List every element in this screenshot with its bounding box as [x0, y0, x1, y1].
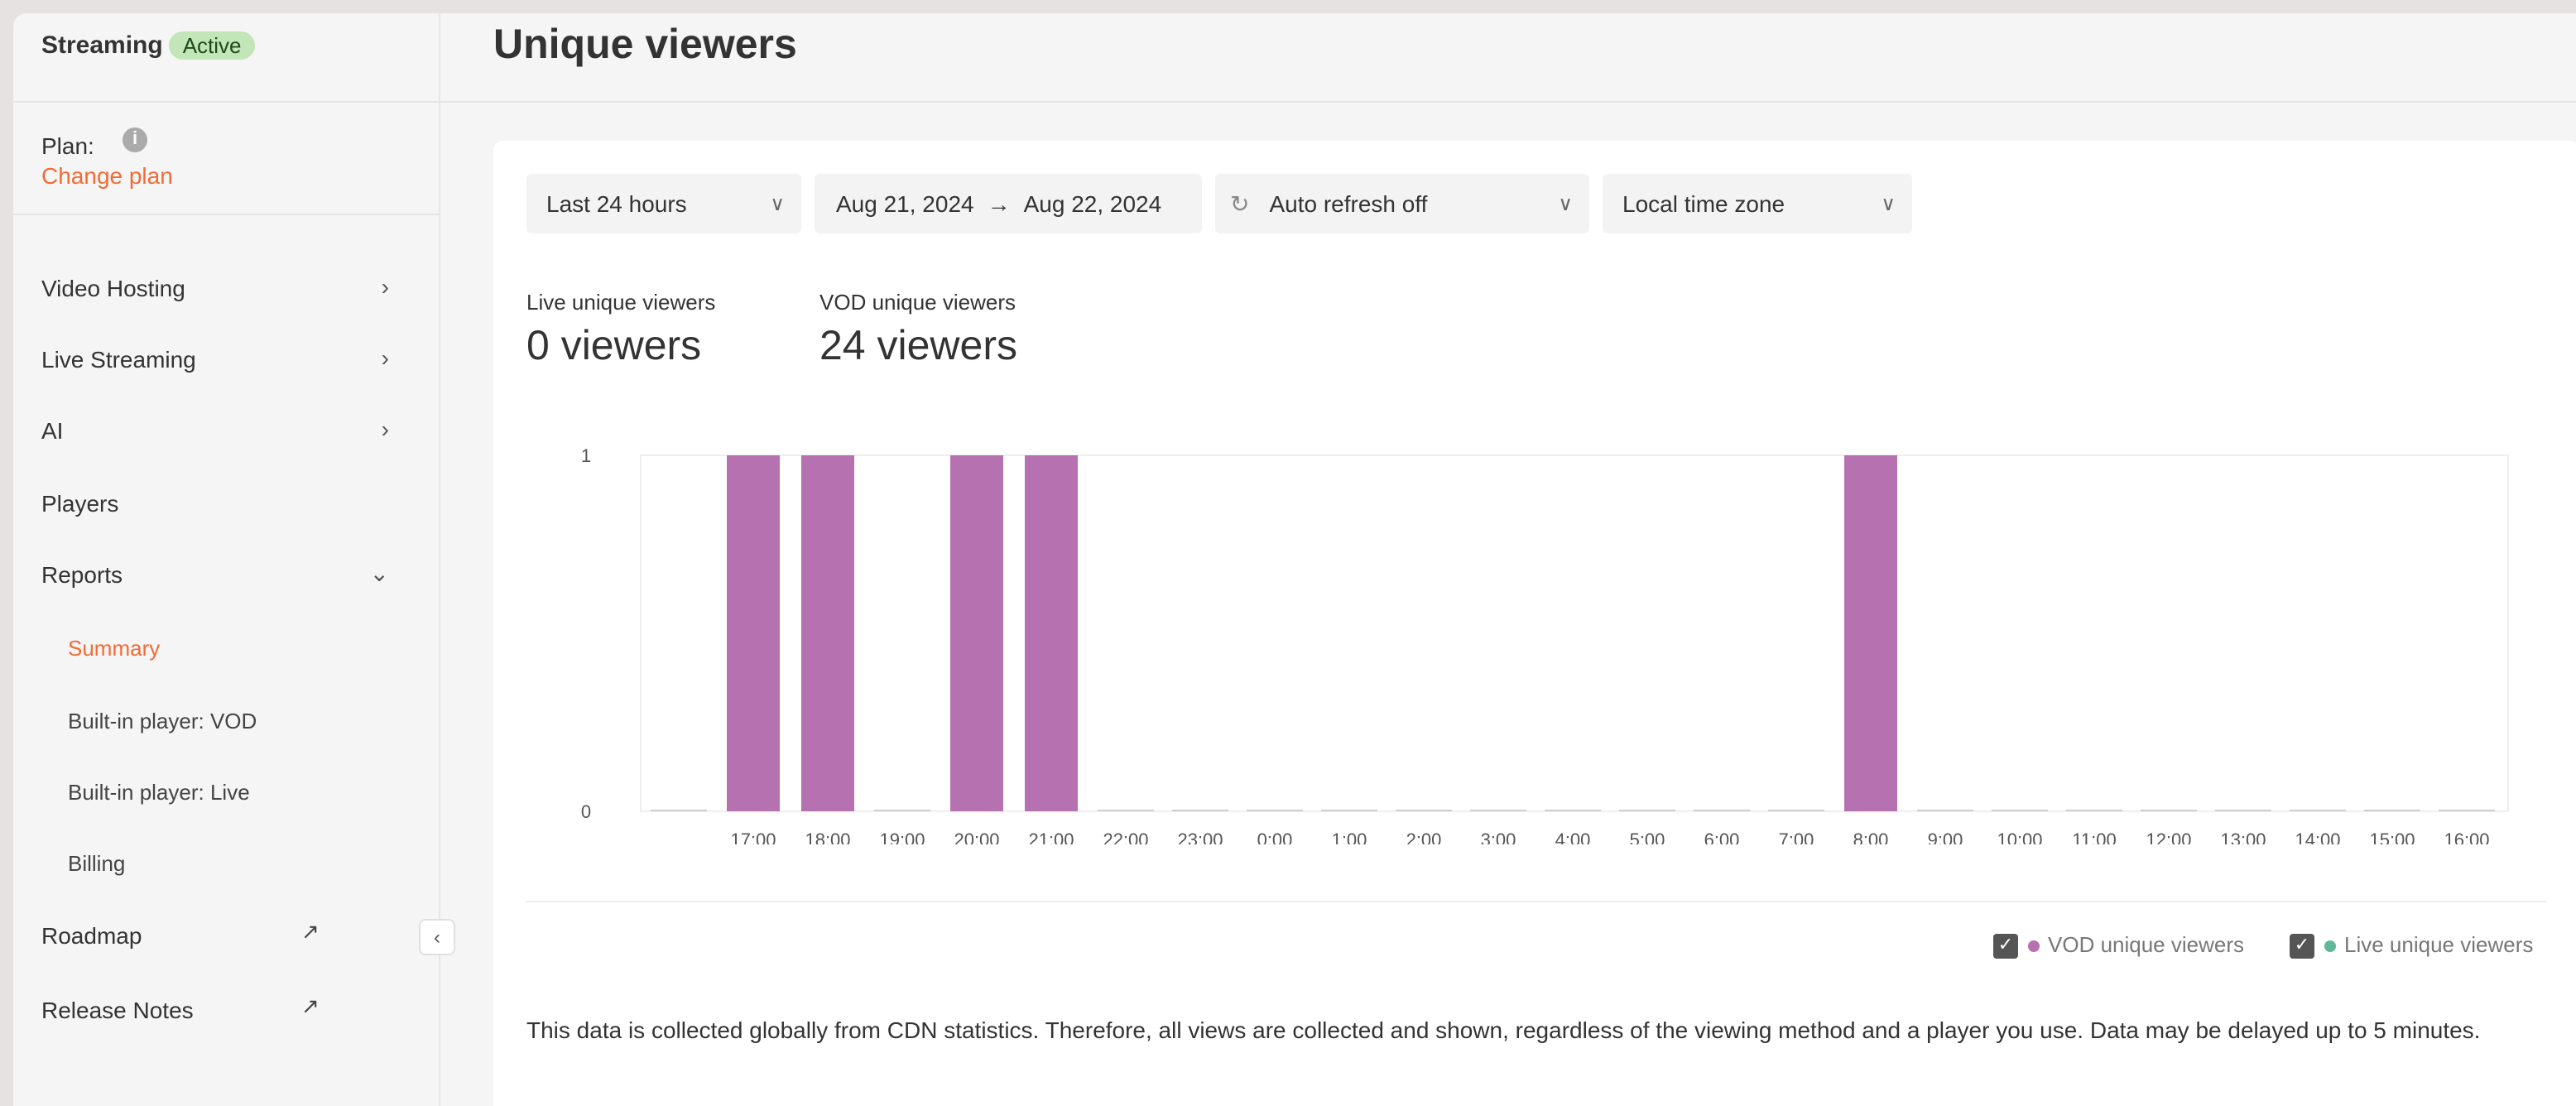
sidebar-subitem-billing[interactable]: Billing [68, 851, 126, 876]
status-badge: Active [169, 31, 255, 60]
sidebar-link-release-notes[interactable]: Release Notes [41, 997, 389, 1023]
bar [950, 455, 1003, 811]
sidebar-item-label: Players [41, 490, 119, 517]
x-tick-label: 7:00 [1779, 830, 1814, 844]
sidebar-link-roadmap[interactable]: Roadmap [41, 922, 389, 949]
checkbox-checked-icon[interactable]: ✓ [1993, 934, 2018, 959]
product-header: Streaming Active [41, 31, 255, 60]
divider [526, 901, 2546, 902]
timezone-value: Local time zone [1622, 190, 1785, 217]
live-dot-icon [2324, 940, 2336, 953]
info-icon[interactable]: i [123, 127, 147, 152]
data-note: This data is collected globally from CDN… [526, 1017, 2481, 1043]
x-tick-label: 19:00 [879, 830, 925, 844]
x-tick-label: 8:00 [1853, 830, 1889, 844]
product-name: Streaming [41, 31, 163, 60]
chevron-right-icon: › [381, 273, 389, 300]
sidebar-subitem-live[interactable]: Built-in player: Live [68, 780, 250, 805]
chevron-down-icon: ⌄ [369, 560, 389, 586]
live-viewers-value: 0 viewers [526, 323, 702, 369]
y-tick-label: 1 [581, 445, 591, 466]
legend-label: Live unique viewers [2344, 932, 2534, 957]
auto-refresh-value: Auto refresh off [1269, 190, 1428, 217]
chevron-down-icon: ∨ [1881, 192, 1896, 215]
sidebar-subitem-vod[interactable]: Built-in player: VOD [68, 709, 257, 733]
sidebar-item-label: AI [41, 417, 64, 444]
x-tick-label: 1:00 [1332, 830, 1367, 844]
x-tick-label: 17:00 [730, 830, 776, 844]
date-to: Aug 22, 2024 [1023, 190, 1162, 217]
report-card: Last 24 hours ∨ Aug 21, 2024 → Aug 22, 2024… [493, 141, 2576, 1106]
external-link-icon: ↗ [301, 919, 320, 944]
x-tick-label: 9:00 [1928, 830, 1963, 844]
x-tick-label: 2:00 [1406, 830, 1442, 844]
sidebar-item-label: Release Notes [41, 997, 194, 1023]
bar [801, 455, 854, 811]
sidebar: Streaming Active Plan: Change plan i Vide… [13, 13, 440, 1106]
x-tick-label: 0:00 [1257, 830, 1293, 844]
x-tick-label: 5:00 [1630, 830, 1665, 844]
auto-refresh-select[interactable]: ↻ Auto refresh off ∨ [1215, 174, 1589, 233]
x-tick-label: 22:00 [1103, 830, 1148, 844]
chevron-right-icon: › [381, 344, 389, 371]
chevron-down-icon: ∨ [770, 192, 785, 215]
x-tick-label: 12:00 [2146, 830, 2191, 844]
legend-label: VOD unique viewers [2048, 932, 2244, 957]
x-tick-label: 23:00 [1177, 830, 1223, 844]
checkbox-checked-icon[interactable]: ✓ [2290, 934, 2314, 959]
x-tick-label: 6:00 [1704, 830, 1740, 844]
vod-viewers-label: VOD unique viewers [819, 290, 1016, 315]
period-select[interactable]: Last 24 hours ∨ [526, 174, 801, 233]
x-tick-label: 10:00 [1997, 830, 2042, 844]
vod-viewers-value: 24 viewers [819, 323, 1017, 369]
y-tick-label: 0 [581, 801, 591, 822]
sidebar-item-players[interactable]: Players [41, 490, 389, 517]
bar [727, 455, 780, 811]
sidebar-item-reports[interactable]: Reports ⌄ [41, 560, 389, 588]
x-tick-label: 11:00 [2072, 830, 2116, 844]
vod-dot-icon [2028, 940, 2040, 953]
bar [1025, 455, 1078, 811]
sidebar-item-label: Roadmap [41, 922, 142, 949]
page-title: Unique viewers [493, 22, 797, 68]
timezone-select[interactable]: Local time zone ∨ [1603, 174, 1912, 233]
collapse-sidebar-button[interactable]: ‹ [419, 919, 455, 955]
sidebar-item-label: Video Hosting [41, 275, 185, 301]
period-value: Last 24 hours [546, 190, 687, 217]
refresh-icon: ↻ [1230, 190, 1250, 217]
sidebar-item-live-streaming[interactable]: Live Streaming › [41, 344, 389, 373]
bar [1844, 455, 1897, 811]
app-window: Streaming Active Plan: Change plan i Vide… [13, 13, 2576, 1106]
plot-area [640, 454, 2509, 812]
x-tick-label: 14:00 [2295, 830, 2340, 844]
chevron-right-icon: › [381, 416, 389, 442]
date-range-picker[interactable]: Aug 21, 2024 → Aug 22, 2024 [815, 174, 1202, 233]
x-tick-label: 4:00 [1555, 830, 1591, 844]
x-tick-label: 15:00 [2369, 830, 2415, 844]
arrow-right-icon: → [987, 190, 1011, 217]
sidebar-item-label: Reports [41, 561, 123, 588]
plan-label: Plan: [41, 132, 94, 159]
sidebar-item-label: Live Streaming [41, 346, 196, 373]
x-tick-label: 21:00 [1028, 830, 1074, 844]
live-viewers-label: Live unique viewers [526, 290, 716, 315]
date-from: Aug 21, 2024 [836, 190, 974, 217]
external-link-icon: ↗ [301, 993, 320, 1018]
sidebar-item-ai[interactable]: AI › [41, 416, 389, 444]
x-tick-label: 13:00 [2220, 830, 2266, 844]
legend-vod[interactable]: ✓ VOD unique viewers [1993, 932, 2244, 959]
sidebar-item-video-hosting[interactable]: Video Hosting › [41, 273, 389, 301]
x-tick-label: 16:00 [2444, 830, 2489, 844]
x-tick-label: 20:00 [954, 830, 999, 844]
x-tick-label: 3:00 [1481, 830, 1516, 844]
chevron-down-icon: ∨ [1558, 192, 1573, 215]
sidebar-subitem-summary[interactable]: Summary [68, 636, 161, 661]
x-tick-label: 18:00 [805, 830, 850, 844]
legend-live[interactable]: ✓ Live unique viewers [2290, 932, 2533, 959]
viewers-bar-chart: 0 1 17:00 18:00 19:00 20:00 21:00 22:00 23:00 0:0… [581, 445, 2509, 844]
change-plan-link[interactable]: Change plan [41, 162, 173, 189]
